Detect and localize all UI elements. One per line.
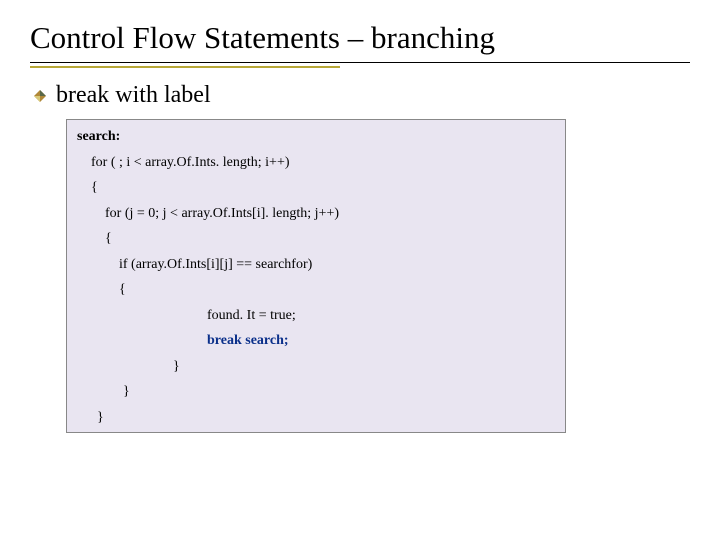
- code-break: break search;: [77, 332, 555, 350]
- code-brace: }: [77, 358, 555, 376]
- code-for-outer: for ( ; i < array.Of.Ints. length; i++): [77, 154, 555, 172]
- code-brace: {: [77, 230, 555, 248]
- diamond-bullet-icon: [34, 90, 46, 102]
- code-brace: }: [77, 383, 555, 401]
- code-brace: {: [77, 179, 555, 197]
- subtitle: break with label: [56, 82, 211, 109]
- slide-title: Control Flow Statements – branching: [30, 20, 690, 56]
- code-if: if (array.Of.Ints[i][j] == searchfor): [77, 256, 555, 274]
- title-underline-accent: [30, 66, 340, 68]
- code-label: search:: [77, 128, 555, 146]
- code-box: search: for ( ; i < array.Of.Ints. lengt…: [66, 119, 566, 433]
- code-found: found. It = true;: [77, 307, 555, 325]
- code-brace: {: [77, 281, 555, 299]
- code-for-inner: for (j = 0; j < array.Of.Ints[i]. length…: [77, 205, 555, 223]
- code-brace: }: [77, 409, 555, 427]
- title-underline: [30, 62, 690, 63]
- bullet-item: break with label: [34, 82, 690, 109]
